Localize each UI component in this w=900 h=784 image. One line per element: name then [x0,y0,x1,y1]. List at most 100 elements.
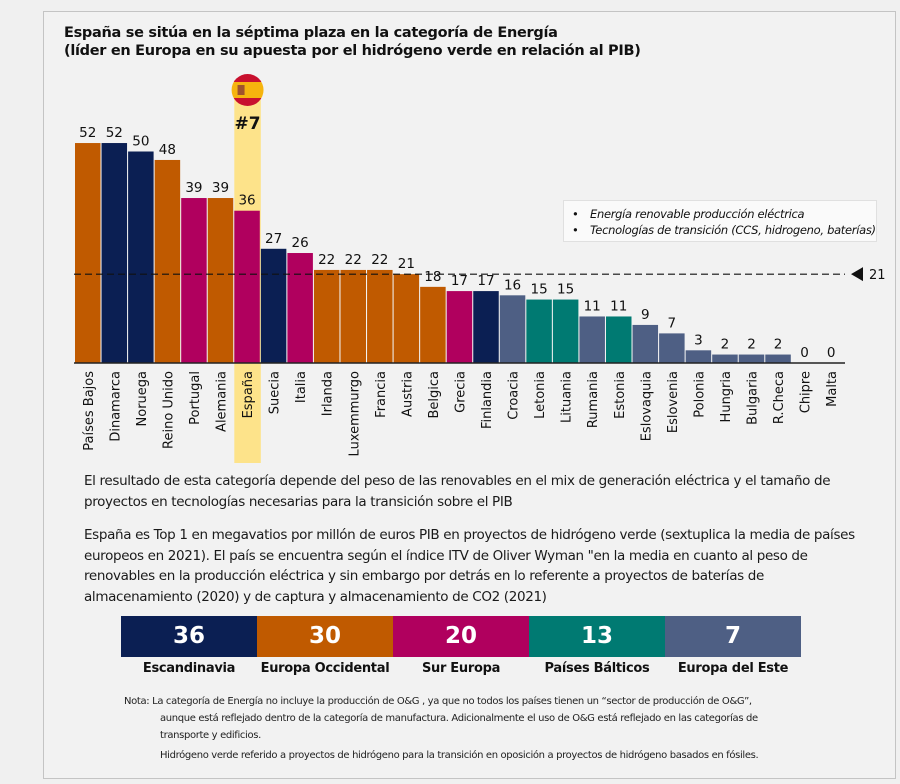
bar-value-label: 0 [827,345,836,361]
bar [659,333,685,363]
region-eastern-europe: 7 Europa del Este [665,616,801,676]
bar-value-label: 2 [721,337,730,353]
region-southern-europe: 20 Sur Europa [393,616,529,676]
bar-value-label: 2 [747,337,756,353]
bar [154,159,181,363]
bar-value-label: 15 [557,282,574,298]
category-label: Rumania [586,371,601,428]
category-label: Francia [374,371,389,418]
footnote: Nota: La categoría de Energía no incluye… [124,693,824,764]
category-label: Reino Unido [161,371,176,449]
bar [260,248,287,363]
bar-value-label: 52 [106,125,123,141]
region-western-europe: 30 Europa Occidental [257,616,393,676]
bar-value-label: 16 [504,277,521,293]
bar [101,143,128,363]
bar-value-label: 39 [185,180,202,196]
bar [712,354,738,363]
region-averages: 36 Escandinavia 30 Europa Occidental 20 … [121,616,801,676]
region-value: 7 [665,616,801,657]
category-label: Croacia [507,371,522,420]
region-value: 13 [529,616,665,657]
bar [579,316,605,363]
category-label: Bulgaria [746,371,761,425]
bar [526,299,552,363]
title-line-2: (líder en Europa en su apuesta por el hi… [64,43,641,59]
category-label: Belgica [427,371,442,419]
category-label: Alemania [215,371,230,432]
region-value: 20 [393,616,529,657]
note-line: Hidrógeno verde referido a proyectos de … [160,750,759,761]
category-label: Grecia [453,371,468,413]
category-label: Chipre [799,371,814,413]
bar [234,210,260,363]
region-label: Europa del Este [677,661,789,676]
bar [340,269,366,363]
bar-value-label: 0 [800,345,809,361]
category-label: Eslovenia [666,371,681,433]
note-line: transporte y edificios. [160,730,261,741]
bar [313,269,340,363]
legend-item: Energía renovable producción eléctrica [572,206,876,222]
region-baltics: 13 Países Bálticos [529,616,665,676]
bar-value-label: 11 [610,298,627,314]
region-value: 30 [257,616,393,657]
category-label: Estonia [613,371,628,419]
category-label: Austria [400,371,415,417]
bar-value-label: 7 [668,315,677,331]
category-label: Portugal [188,371,203,425]
category-label: Lituania [560,371,575,423]
legend-item: Tecnologías de transición (CCS, hidrogen… [572,222,876,238]
bar [606,316,632,363]
bar-value-label: 17 [477,273,494,289]
bar [75,143,101,363]
reference-arrow-icon [851,267,863,282]
bar [287,253,313,363]
bar [765,354,791,363]
bar-value-label: 11 [584,298,601,314]
bar [499,295,526,363]
chart-title: España se sitúa en la séptima plaza en l… [64,24,641,60]
bar-chart: 52 Países Bajos 52 Dinamarca 50 Noruega 48 Rein… [74,74,886,463]
category-label: Dinamarca [108,371,123,442]
bar-value-label: 50 [132,134,149,150]
region-label: Sur Europa [421,661,501,676]
spain-flag-icon [231,74,264,106]
bar-value-label: 2 [774,337,783,353]
rank-label: #7 [235,114,261,134]
paragraph-spain-hydrogen: España es Top 1 en megavatios por millón… [84,527,855,605]
bar [552,299,579,363]
bar [207,198,234,363]
category-label: Malta [825,371,840,407]
bar [685,350,712,363]
bar-value-label: 3 [694,332,703,348]
title-line-1: España se sitúa en la séptima plaza en l… [64,25,558,41]
category-label: España [241,371,256,418]
note-line: aunque está reflejado dentro de la categ… [160,713,758,724]
bar-value-label: 39 [212,180,229,196]
bar [446,291,473,363]
bar [181,198,207,363]
region-value: 36 [121,616,257,657]
category-label: Eslovaquia [639,371,654,441]
bar-value-label: 22 [318,252,335,268]
bar-value-label: 52 [79,125,96,141]
category-label: Países Bajos [82,371,97,451]
bar [393,274,420,363]
category-label: Italia [294,371,309,403]
note-line: Nota: La categoría de Energía no incluye… [124,696,752,707]
bar-value-label: 15 [531,282,548,298]
category-label: Suecia [268,371,283,414]
bar [738,354,765,363]
paragraph-category-explanation: El resultado de esta categoría depende d… [84,473,831,510]
bar-value-label: 27 [265,231,282,247]
bar-value-label: 17 [451,273,468,289]
bar-value-label: 21 [398,256,415,272]
bar-value-label: 9 [641,307,650,323]
chart-legend: Energía renovable producción eléctrica T… [563,200,877,242]
bar-value-label: 26 [292,235,309,251]
region-scandinavia: 36 Escandinavia [121,616,257,676]
category-label: Luxemmurgo [347,371,362,456]
region-label: Escandinavia [142,661,236,676]
category-label: Hungria [719,371,734,422]
